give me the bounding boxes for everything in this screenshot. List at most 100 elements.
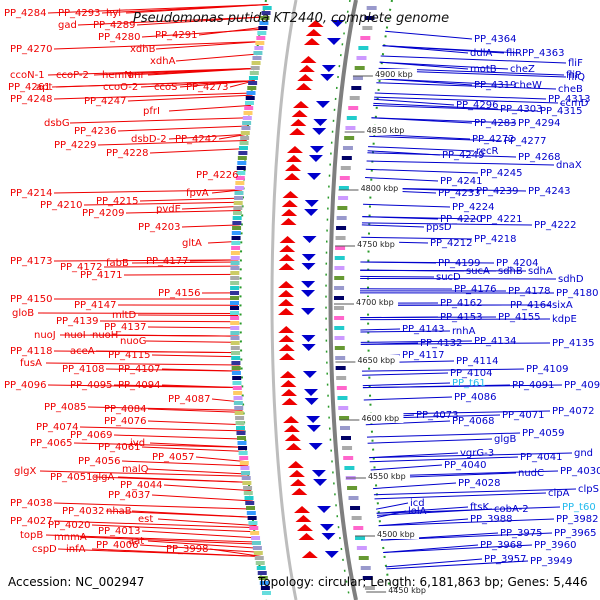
gene-label-right: PP_4313 <box>548 94 591 105</box>
left-leader-line <box>209 548 263 558</box>
feature-block <box>245 96 255 100</box>
gene-label-left: PP_4270 <box>10 44 53 55</box>
feature-block <box>230 276 240 280</box>
feature-block <box>232 221 242 225</box>
feature-block <box>238 446 248 450</box>
right-leader-line <box>374 492 547 500</box>
feature-block <box>230 351 240 355</box>
feature-block <box>259 21 269 25</box>
left-leader-line <box>147 67 257 76</box>
feature-block <box>232 381 242 385</box>
left-leader-line <box>95 350 240 354</box>
gene-label-left: PP_4177 <box>146 256 189 267</box>
gene-label-right: PP_4245 <box>480 168 523 179</box>
feature-block <box>334 266 345 270</box>
left-leader-line <box>168 133 248 140</box>
feature-block <box>236 431 246 435</box>
forward-arrow <box>278 326 295 333</box>
feature-block <box>246 506 256 510</box>
reverse-arrow <box>313 119 328 126</box>
right-leader-line <box>360 277 557 280</box>
reverse-arrow <box>311 470 326 477</box>
right-leader-line <box>361 368 525 372</box>
tick-bg <box>365 471 410 481</box>
gene-label-right: PP_4283 <box>474 118 517 129</box>
gene-label-right: PP_4221 <box>480 214 523 225</box>
feature-block <box>232 226 242 230</box>
gene-label-right: PP_4319 <box>474 80 517 91</box>
feature-block <box>241 471 251 475</box>
feature-block <box>356 56 367 60</box>
feature-block <box>342 146 353 150</box>
gene-label-right: PP_4296 <box>456 100 499 111</box>
gene-label-left: PP_4147 <box>74 300 117 311</box>
gene-label-right: PP_4143 <box>402 324 445 335</box>
gene-label-left: mnmA <box>54 532 87 543</box>
feature-block <box>233 201 243 205</box>
tick-bg <box>358 183 403 193</box>
gene-label-left: PP_4096 <box>4 380 47 391</box>
right-leader-line <box>363 396 453 401</box>
gene-label-right: PP_3965 <box>554 528 597 539</box>
gene-label-left: infA <box>66 544 86 555</box>
left-leader-line <box>145 340 239 343</box>
tick-label: 4500 kbp <box>377 530 415 539</box>
forward-arrow <box>278 299 295 306</box>
reverse-arrow <box>324 551 339 558</box>
reverse-arrow <box>319 524 334 531</box>
left-leader-line <box>97 139 247 146</box>
gene-label-left: nuoH <box>92 330 118 341</box>
left-leader-line <box>147 540 261 549</box>
gene-label-right: PP_3975 <box>500 528 543 539</box>
left-leader-line <box>168 104 252 112</box>
left-leader-line <box>181 224 240 228</box>
gene-label-right: ddlA <box>470 48 492 59</box>
right-leader-line <box>385 30 473 40</box>
reverse-arrow <box>301 290 316 297</box>
gene-label-left: gloB <box>12 308 34 319</box>
feature-block <box>231 361 241 365</box>
feature-block <box>260 16 270 20</box>
gene-label-left: PP_4032 <box>62 506 105 517</box>
feature-block <box>230 271 240 275</box>
gene-label-left: PP_4037 <box>108 490 151 501</box>
gene-label-right: PP_4199 <box>438 258 481 269</box>
feature-block <box>239 461 249 465</box>
forward-arrow <box>307 20 324 27</box>
left-leader-line <box>151 494 253 502</box>
feature-block <box>243 486 253 490</box>
feature-block <box>244 496 254 500</box>
gene-label-right: PP_4315 <box>540 106 583 117</box>
gene-label-left: ccoO-2 <box>103 82 138 93</box>
right-leader-line <box>366 160 555 166</box>
right-leader-line <box>365 177 439 182</box>
forward-arrow <box>278 281 295 288</box>
gene-label-right: PP_4091 <box>512 380 555 391</box>
genome-title: Pseudomonas putida KT2440, complete geno… <box>133 11 449 26</box>
forward-arrow <box>288 470 305 477</box>
gene-label-left: malQ <box>122 464 149 475</box>
left-leader-line <box>121 460 249 467</box>
feature-block <box>335 366 346 370</box>
gene-label-right: lolA <box>408 506 427 517</box>
gene-label-left: PP_4061 <box>98 442 141 453</box>
reverse-arrow <box>301 263 316 270</box>
gene-label-left: cspD <box>32 544 57 555</box>
feature-block <box>235 426 245 430</box>
gene-label-left: PP_4229 <box>54 140 97 151</box>
left-leader-lines <box>37 3 269 558</box>
gene-label-right: PP_4155 <box>498 312 541 323</box>
feature-block <box>348 106 359 110</box>
forward-arrow <box>281 209 298 216</box>
left-leader-line <box>147 408 243 413</box>
left-leader-line <box>147 468 250 475</box>
tick-bg <box>386 585 431 595</box>
gene-label-right: cheW <box>514 80 542 91</box>
feature-block <box>236 166 246 170</box>
feature-block <box>349 96 360 100</box>
left-leader-line <box>87 406 243 411</box>
reverse-arrow <box>320 74 335 81</box>
forward-arrow <box>289 128 306 135</box>
left-leader-line <box>123 273 239 276</box>
